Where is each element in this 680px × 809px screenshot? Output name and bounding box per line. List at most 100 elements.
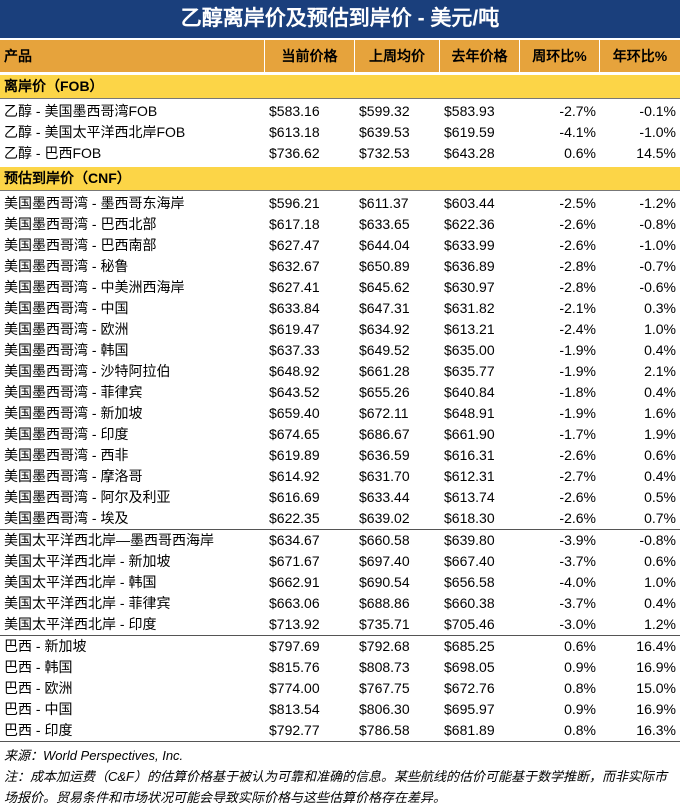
value-cell: 1.6% — [644, 405, 676, 421]
value-cell: -3.7% — [559, 595, 596, 611]
value-cell: $672.76 — [444, 680, 495, 696]
product-cell: 乙醇 - 巴西FOB — [4, 145, 102, 161]
value-cell: $792.77 — [269, 722, 320, 738]
value-cell: 1.9% — [644, 426, 676, 442]
value-cell: -1.2% — [639, 195, 676, 211]
value-cell: -0.8% — [639, 532, 676, 548]
table-row: 美国太平洋西北岸 - 印度 $713.92 $735.71 $705.46 -3.0% 1… — [0, 614, 680, 635]
value-cell: -1.9% — [559, 363, 596, 379]
table-row: 美国墨西哥湾 - 墨西哥东海岸 $596.21 $611.37 $603.44 -2.5… — [0, 193, 680, 214]
value-cell: $631.70 — [359, 468, 410, 484]
value-cell: $596.21 — [269, 195, 320, 211]
source: 来源：World Perspectives, Inc. — [4, 748, 184, 763]
value-cell: $681.89 — [444, 722, 495, 738]
value-cell: -2.4% — [559, 321, 596, 337]
table-row: 乙醇 - 巴西FOB $736.62 $732.53 $643.28 0.6% 14.5% — [0, 143, 680, 164]
value-cell: $613.74 — [444, 489, 495, 505]
value-cell: $622.36 — [444, 216, 495, 232]
value-cell: $661.28 — [359, 363, 410, 379]
value-cell: $619.47 — [269, 321, 320, 337]
value-cell: 0.4% — [644, 384, 676, 400]
table-row: 美国墨西哥湾 - 韩国 $637.33 $649.52 $635.00 -1.9% 0.4… — [0, 340, 680, 361]
row-group: 巴西 - 新加坡 $797.69 $792.68 $685.25 0.6% 16.4% 巴西… — [0, 636, 680, 741]
value-cell: 0.8% — [564, 680, 596, 696]
product-cell: 美国墨西哥湾 - 阿尔及利亚 — [4, 489, 171, 505]
product-cell: 美国墨西哥湾 - 西非 — [4, 447, 129, 463]
table-row: 美国墨西哥湾 - 新加坡 $659.40 $672.11 $648.91 -1.9% 1.… — [0, 403, 680, 424]
section-header: 预估到岸价（CNF） — [0, 167, 680, 191]
value-cell: $627.47 — [269, 237, 320, 253]
value-cell: $648.91 — [444, 405, 495, 421]
value-cell: 0.8% — [564, 722, 596, 738]
product-cell: 巴西 - 韩国 — [4, 659, 73, 675]
value-cell: $686.67 — [359, 426, 410, 442]
product-cell: 乙醇 - 美国太平洋西北岸FOB — [4, 124, 186, 140]
value-cell: -0.8% — [639, 216, 676, 232]
table-row: 美国墨西哥湾 - 秘鲁 $632.67 $650.89 $636.89 -2.8% -0.… — [0, 256, 680, 277]
product-cell: 美国墨西哥湾 - 沙特阿拉伯 — [4, 363, 171, 379]
value-cell: 0.7% — [644, 510, 676, 526]
table-row: 美国墨西哥湾 - 菲律宾 $643.52 $655.26 $640.84 -1.8% 0.… — [0, 382, 680, 403]
value-cell: 0.9% — [564, 701, 596, 717]
table-row: 乙醇 - 美国墨西哥湾FOB $583.16 $599.32 $583.93 -2.7%… — [0, 101, 680, 122]
value-cell: $633.44 — [359, 489, 410, 505]
value-cell: $627.41 — [269, 279, 320, 295]
product-cell: 美国太平洋西北岸 - 韩国 — [4, 574, 157, 590]
table-row: 美国太平洋西北岸 - 新加坡 $671.67 $697.40 $667.40 -3.7%… — [0, 551, 680, 572]
value-cell: $792.68 — [359, 638, 410, 654]
table-row: 美国太平洋西北岸—墨西哥西海岸 $634.67 $660.58 $639.80 -3.9… — [0, 530, 680, 551]
value-cell: 14.5% — [636, 145, 676, 161]
value-cell: $786.58 — [359, 722, 410, 738]
value-cell: $633.99 — [444, 237, 495, 253]
value-cell: -2.7% — [559, 103, 596, 119]
value-cell: -4.1% — [559, 124, 596, 140]
product-cell: 美国太平洋西北岸 - 菲律宾 — [4, 595, 171, 611]
table-header: 产品 当前价格 上周均价 去年价格 周环比% 年环比% — [0, 40, 680, 72]
value-cell: $663.06 — [269, 595, 320, 611]
value-cell: $660.38 — [444, 595, 495, 611]
value-cell: $713.92 — [269, 616, 320, 632]
value-cell: 0.5% — [644, 489, 676, 505]
value-cell: -2.6% — [559, 447, 596, 463]
table-row: 美国墨西哥湾 - 西非 $619.89 $636.59 $616.31 -2.6% 0.6… — [0, 445, 680, 466]
value-cell: $644.04 — [359, 237, 410, 253]
value-cell: 0.4% — [644, 595, 676, 611]
value-cell: -1.9% — [559, 405, 596, 421]
value-cell: 15.0% — [636, 680, 676, 696]
column-header: 年环比% — [612, 48, 668, 64]
column-header: 产品 — [0, 40, 265, 72]
table-row: 美国墨西哥湾 - 印度 $674.65 $686.67 $661.90 -1.7% 1.9… — [0, 424, 680, 445]
value-cell: 16.4% — [636, 638, 676, 654]
value-cell: $611.37 — [359, 195, 409, 211]
value-cell: -3.0% — [559, 616, 596, 632]
value-cell: $616.69 — [269, 489, 320, 505]
table-row: 美国太平洋西北岸 - 韩国 $662.91 $690.54 $656.58 -4.0% 1… — [0, 572, 680, 593]
section-header: 离岸价（FOB） — [0, 75, 680, 99]
value-cell: 0.9% — [564, 659, 596, 675]
value-cell: -1.8% — [559, 384, 596, 400]
value-cell: 2.1% — [644, 363, 676, 379]
value-cell: $603.44 — [444, 195, 495, 211]
value-cell: $661.90 — [444, 426, 495, 442]
product-cell: 美国墨西哥湾 - 印度 — [4, 426, 129, 442]
value-cell: $698.05 — [444, 659, 495, 675]
table-row: 巴西 - 中国 $813.54 $806.30 $695.97 0.9% 16.9% — [0, 699, 680, 720]
value-cell: $622.35 — [269, 510, 320, 526]
product-cell: 美国墨西哥湾 - 新加坡 — [4, 405, 143, 421]
table-row: 美国墨西哥湾 - 阿尔及利亚 $616.69 $633.44 $613.74 -2.6%… — [0, 487, 680, 508]
value-cell: $633.65 — [359, 216, 410, 232]
value-cell: $659.40 — [269, 405, 320, 421]
value-cell: 1.0% — [644, 321, 676, 337]
value-cell: $705.46 — [444, 616, 495, 632]
value-cell: $690.54 — [359, 574, 410, 590]
column-header: 当前价格 — [265, 40, 355, 72]
value-cell: $583.16 — [269, 103, 320, 119]
value-cell: $797.69 — [269, 638, 320, 654]
value-cell: $613.21 — [444, 321, 495, 337]
product-cell: 美国墨西哥湾 - 秘鲁 — [4, 258, 129, 274]
value-cell: -2.6% — [559, 510, 596, 526]
value-cell: $619.59 — [444, 124, 495, 140]
value-cell: $813.54 — [269, 701, 320, 717]
value-cell: $643.28 — [444, 145, 495, 161]
